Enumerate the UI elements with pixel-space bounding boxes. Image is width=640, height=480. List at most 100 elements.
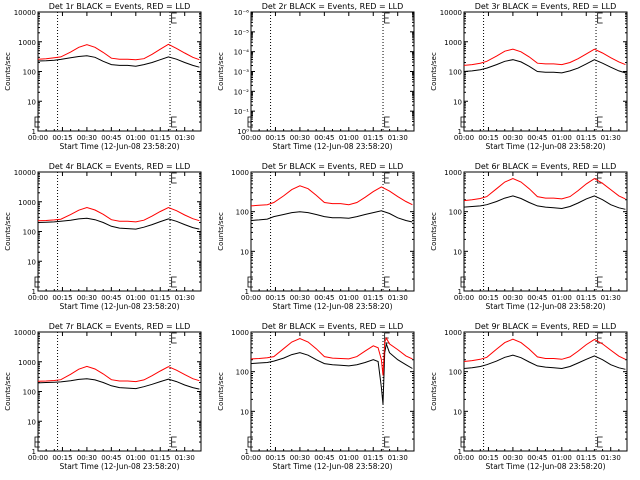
y-tick-label: 1000	[18, 199, 36, 207]
x-tick-label: 01:15	[150, 454, 170, 462]
y-tick-label: 10000	[14, 9, 36, 17]
marker-e-glyph	[597, 172, 603, 184]
plot-frame	[250, 171, 415, 292]
marker-e-glyph	[247, 436, 253, 448]
y-axis-label: Counts/sec	[217, 52, 225, 91]
marker-e-glyph	[460, 116, 466, 128]
panel-title: Det 6r BLACK = Events, RED = LLD	[475, 162, 617, 171]
marker-e-glyph	[247, 116, 253, 128]
x-tick-label: 00:30	[290, 134, 310, 142]
y-tick-label: 10⁻⁵	[234, 29, 250, 37]
marker-e-glyph	[171, 436, 177, 448]
y-tick-label: 100	[236, 369, 249, 377]
x-tick-label: 01:00	[126, 454, 146, 462]
series-line-events	[250, 341, 413, 405]
x-tick-label: 00:00	[241, 134, 261, 142]
y-tick-label: 10⁻¹	[234, 108, 250, 116]
x-tick-label: 01:15	[150, 294, 170, 302]
x-tick-label: 01:30	[175, 294, 195, 302]
y-tick-label: 1000	[444, 329, 462, 337]
y-tick-label: 100	[449, 69, 462, 77]
panel-det-2: Det 2r BLACK = Events, RED = LLD 10⁰ 10⁻¹ 1…	[217, 2, 415, 151]
x-tick-label: 00:15	[52, 294, 72, 302]
x-tick-label: 00:45	[314, 294, 334, 302]
x-tick-label: 00:30	[77, 134, 97, 142]
y-tick-label: 100	[236, 209, 249, 217]
x-axis-label: Start Time (12-Jun-08 23:58:20)	[273, 462, 393, 471]
x-tick-label: 00:15	[52, 454, 72, 462]
y-tick-label: 1	[458, 128, 462, 136]
panel-det-8: Det 8r BLACK = Events, RED = LLD 1 10 100 10…	[217, 322, 415, 471]
y-tick-label: 100	[449, 209, 462, 217]
y-tick-label: 10	[240, 248, 249, 256]
plot-frame	[463, 331, 628, 452]
x-tick-label: 00:45	[101, 454, 121, 462]
y-tick-label: 100	[23, 69, 36, 77]
x-tick-label: 01:15	[576, 294, 596, 302]
x-tick-label: 00:30	[77, 454, 97, 462]
y-tick-label: 1	[458, 288, 462, 296]
x-tick-label: 00:00	[454, 294, 474, 302]
y-axis-label: Counts/sec	[4, 52, 12, 91]
y-axis-label: Counts/sec	[4, 372, 12, 411]
x-tick-label: 01:00	[552, 294, 572, 302]
x-axis-label: Start Time (12-Jun-08 23:58:20)	[60, 302, 180, 311]
x-tick-label: 00:00	[28, 134, 48, 142]
y-tick-label: 10⁻⁴	[234, 49, 250, 57]
marker-e-glyph	[384, 116, 390, 128]
series-line-lld	[250, 185, 413, 207]
marker-e-glyph	[597, 116, 603, 128]
plot-frame	[463, 171, 628, 292]
x-axis-label: Start Time (12-Jun-08 23:58:20)	[486, 142, 606, 151]
y-tick-label: 1000	[18, 39, 36, 47]
marker-e-glyph	[171, 12, 177, 24]
series-line-events	[37, 378, 200, 390]
x-tick-label: 01:30	[601, 294, 621, 302]
x-axis-label: Start Time (12-Jun-08 23:58:20)	[486, 462, 606, 471]
panel-title: Det 1r BLACK = Events, RED = LLD	[49, 2, 191, 11]
y-tick-label: 1	[245, 448, 249, 456]
y-tick-label: 10⁻⁶	[234, 9, 250, 17]
series-line-lld	[37, 43, 200, 61]
series-line-events	[250, 210, 413, 223]
series-line-lld	[37, 365, 200, 383]
x-tick-label: 00:45	[527, 454, 547, 462]
x-tick-label: 01:15	[576, 134, 596, 142]
x-axis-label: Start Time (12-Jun-08 23:58:20)	[273, 302, 393, 311]
panel-det-1: Det 1r BLACK = Events, RED = LLD 1 10 100 10…	[4, 2, 202, 151]
x-tick-label: 01:15	[576, 454, 596, 462]
y-tick-label: 1000	[444, 39, 462, 47]
marker-e-glyph	[171, 172, 177, 184]
marker-e-glyph	[34, 116, 40, 128]
y-axis-label: Counts/sec	[430, 212, 438, 251]
x-tick-label: 00:45	[101, 134, 121, 142]
x-tick-label: 01:30	[601, 134, 621, 142]
series-line-events	[463, 59, 626, 74]
marker-e-glyph	[460, 436, 466, 448]
y-tick-label: 10	[27, 418, 36, 426]
series-line-events	[463, 195, 626, 210]
y-tick-label: 10000	[14, 169, 36, 177]
x-tick-label: 00:45	[527, 134, 547, 142]
y-tick-label: 10	[240, 408, 249, 416]
marker-e-glyph	[384, 276, 390, 288]
y-tick-label: 100	[23, 229, 36, 237]
x-tick-label: 00:00	[241, 454, 261, 462]
panel-det-5: Det 5r BLACK = Events, RED = LLD 1 10 100 10…	[217, 162, 415, 311]
x-axis-label: Start Time (12-Jun-08 23:58:20)	[60, 142, 180, 151]
plot-frame	[250, 11, 415, 132]
series-line-lld	[250, 336, 413, 376]
panel-title: Det 5r BLACK = Events, RED = LLD	[262, 162, 404, 171]
x-tick-label: 01:15	[363, 134, 383, 142]
panel-title: Det 3r BLACK = Events, RED = LLD	[475, 2, 617, 11]
panel-det-7: Det 7r BLACK = Events, RED = LLD 1 10 100 10…	[4, 322, 202, 471]
x-tick-label: 00:30	[290, 454, 310, 462]
y-tick-label: 100	[23, 389, 36, 397]
x-tick-label: 00:15	[478, 454, 498, 462]
y-tick-label: 1	[32, 448, 36, 456]
y-tick-label: 10	[453, 248, 462, 256]
series-line-lld	[463, 338, 626, 362]
x-tick-label: 01:30	[175, 134, 195, 142]
series-line-events	[37, 217, 200, 230]
panel-det-6: Det 6r BLACK = Events, RED = LLD 1 10 100 10…	[430, 162, 628, 311]
